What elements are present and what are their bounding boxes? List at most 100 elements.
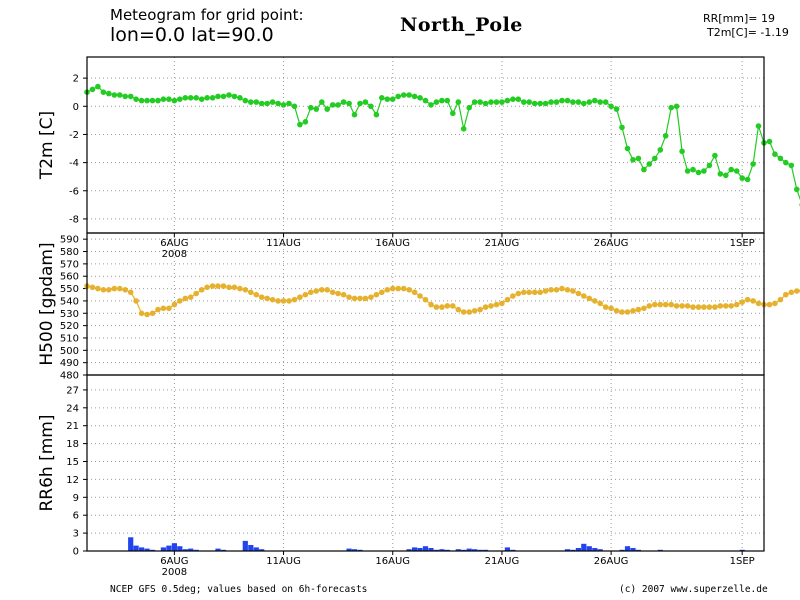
- data-point: [646, 303, 653, 309]
- y-axis-label: RR6h [mm]: [37, 414, 57, 511]
- data-point: [340, 291, 347, 298]
- data-point: [662, 133, 669, 139]
- data-point: [564, 287, 571, 293]
- data-point: [783, 159, 789, 166]
- data-point: [160, 305, 167, 312]
- data-point: [231, 284, 238, 291]
- x-tick-label: 21AUG: [485, 556, 520, 567]
- data-point: [319, 287, 325, 293]
- data-point: [717, 171, 724, 177]
- data-point: [684, 168, 691, 174]
- x-tick-label: 26AUG: [594, 238, 629, 249]
- data-point: [198, 96, 205, 102]
- precip-bar: [412, 547, 418, 551]
- data-point: [559, 97, 565, 104]
- data-point: [433, 304, 440, 310]
- data-point: [428, 301, 434, 308]
- data-point: [750, 298, 756, 304]
- data-point: [712, 304, 718, 310]
- data-point: [422, 296, 429, 303]
- data-point: [450, 110, 456, 117]
- data-point: [368, 103, 374, 110]
- station-name: North_Pole: [400, 14, 523, 36]
- data-point: [253, 291, 260, 298]
- data-point: [187, 294, 194, 301]
- data-point: [619, 309, 625, 315]
- precip-bar: [128, 537, 134, 551]
- data-point: [733, 168, 740, 174]
- data-point: [379, 289, 385, 296]
- data-point: [515, 290, 522, 297]
- data-point: [395, 93, 402, 100]
- data-point: [286, 298, 292, 304]
- data-point: [526, 289, 532, 296]
- precip-bar: [139, 547, 145, 551]
- data-point: [226, 284, 232, 291]
- data-point: [526, 99, 532, 105]
- data-point: [177, 96, 183, 102]
- data-point: [439, 97, 445, 104]
- data-point: [783, 291, 789, 298]
- data-point: [460, 309, 467, 315]
- data-point: [324, 106, 331, 112]
- precip-bar: [351, 549, 358, 551]
- x-tick-label: 1SEP: [730, 556, 755, 567]
- y-tick-label: 530: [60, 309, 79, 320]
- data-point: [111, 92, 118, 98]
- data-point: [384, 96, 391, 102]
- data-point: [242, 97, 249, 104]
- precip-bar: [259, 549, 265, 551]
- data-point: [493, 99, 500, 105]
- precip-bar: [417, 548, 423, 551]
- data-point: [209, 283, 216, 289]
- data-point: [723, 303, 729, 309]
- data-point: [329, 289, 336, 296]
- data-point: [187, 95, 194, 101]
- y-tick-label: 520: [60, 321, 79, 332]
- data-point: [510, 96, 516, 102]
- data-point: [608, 103, 614, 110]
- precip-bar: [253, 547, 259, 551]
- data-point: [89, 86, 96, 93]
- data-point: [100, 287, 107, 293]
- data-point: [313, 106, 320, 112]
- data-point: [215, 93, 221, 100]
- data-point: [471, 308, 478, 314]
- data-point: [297, 294, 303, 301]
- data-point: [488, 99, 494, 105]
- data-point: [220, 93, 227, 100]
- y-axis-label: T2m [C]: [37, 111, 57, 180]
- precip-bar: [455, 549, 461, 551]
- precip-bar: [466, 548, 472, 551]
- panel-frame: [86, 374, 765, 552]
- data-point: [619, 124, 625, 131]
- data-point: [706, 162, 713, 169]
- data-point: [346, 100, 352, 107]
- data-point: [433, 99, 440, 105]
- data-point: [586, 295, 593, 302]
- precip-bar: [177, 546, 183, 551]
- data-point: [280, 102, 287, 108]
- data-point: [171, 301, 178, 308]
- data-point: [788, 289, 795, 296]
- data-point: [95, 83, 101, 90]
- data-point: [127, 93, 134, 100]
- data-point: [406, 92, 412, 98]
- data-point: [673, 103, 680, 110]
- data-point: [368, 294, 374, 301]
- precip-bar: [188, 548, 194, 551]
- data-point: [597, 300, 603, 307]
- data-point: [335, 102, 341, 108]
- data-point: [695, 304, 702, 310]
- data-point: [319, 99, 325, 105]
- y-tick-label: 570: [60, 259, 79, 270]
- data-point: [357, 295, 363, 302]
- precip-bar: [575, 548, 581, 551]
- data-point: [624, 145, 631, 152]
- data-point: [411, 93, 418, 100]
- x-tick-label: 16AUG: [375, 238, 410, 249]
- data-point: [264, 295, 271, 302]
- data-point: [264, 100, 271, 107]
- data-point: [504, 296, 511, 303]
